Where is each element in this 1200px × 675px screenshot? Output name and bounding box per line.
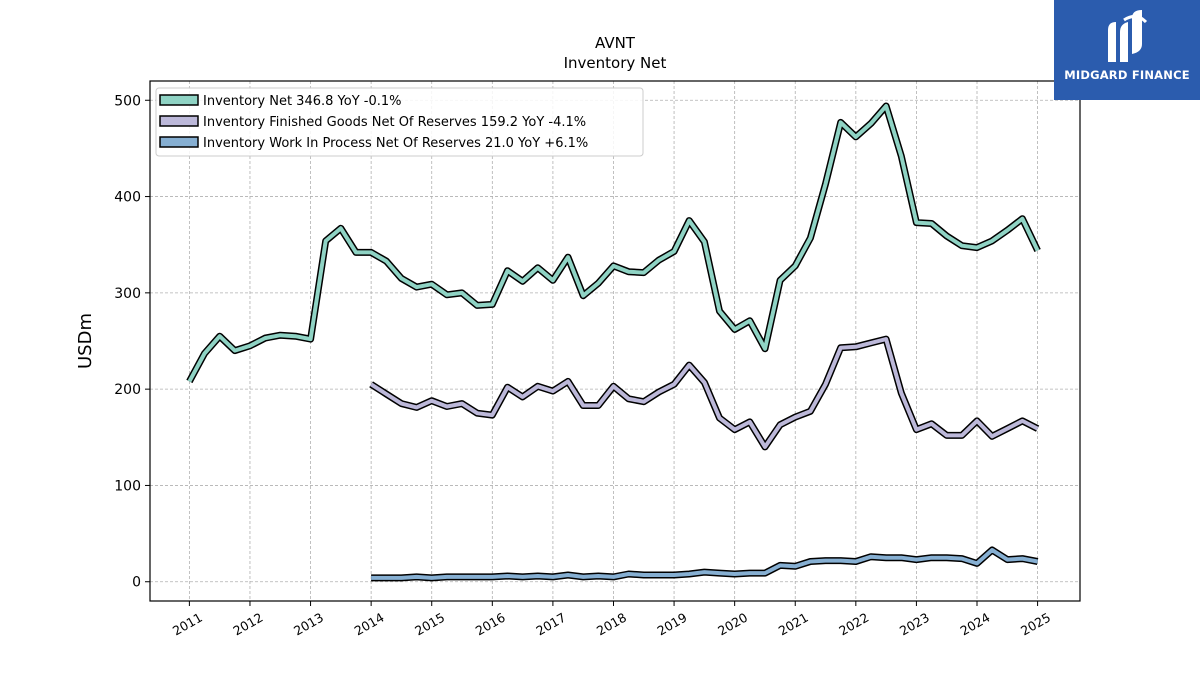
- legend-label-1: Inventory Finished Goods Net Of Reserves…: [203, 115, 586, 130]
- y-axis-label: USDm: [75, 313, 96, 369]
- x-tick-label: 2023: [897, 610, 932, 639]
- y-tick-label: 100: [114, 478, 141, 494]
- series-line-0: [187, 104, 1040, 383]
- y-tick-label: 400: [114, 190, 141, 206]
- x-tick-label: 2013: [291, 610, 326, 639]
- legend-box: [155, 87, 644, 157]
- x-tick-label: 2022: [836, 610, 871, 639]
- brand-name: MIDGARD FINANCE: [1064, 68, 1190, 82]
- plot-frame: [149, 80, 1081, 602]
- chart-title: AVNT: [595, 34, 636, 52]
- y-tick-label: 500: [114, 93, 141, 109]
- legend-swatch-2: [159, 136, 199, 148]
- chart-subtitle: Inventory Net: [564, 54, 667, 72]
- series-line-2: [371, 548, 1038, 580]
- x-tick-label: 2021: [776, 610, 811, 639]
- x-tick-label: 2025: [1018, 610, 1053, 639]
- x-tick-label: 2015: [412, 610, 447, 639]
- legend-label-0: Inventory Net 346.8 YoY -0.1%: [203, 94, 402, 109]
- series-line-1: [370, 337, 1039, 449]
- x-tick-label: 2020: [715, 610, 750, 639]
- y-tick-label: 300: [114, 286, 141, 302]
- x-tick-label: 2016: [473, 610, 508, 639]
- brand-logo: MIDGARD FINANCE: [1054, 0, 1200, 100]
- x-tick-label: 2018: [594, 610, 629, 639]
- x-tick-label: 2012: [230, 610, 265, 639]
- x-tick-label: 2014: [352, 610, 387, 639]
- grid: [150, 81, 1080, 601]
- x-tick-label: 2011: [170, 610, 205, 639]
- x-tick-label: 2017: [533, 610, 568, 639]
- series-lines: [186, 102, 1041, 582]
- legend-swatch-0: [159, 94, 199, 106]
- y-axis: 0 100 200 300 400 500: [114, 93, 150, 591]
- x-tick-label: 2024: [957, 610, 992, 639]
- x-axis: 2011 2012 2013 2014 2015 2016 2017 2018 2019 2020…: [170, 601, 1053, 639]
- x-tick-label: 2019: [655, 610, 690, 639]
- y-tick-label: 200: [114, 382, 141, 398]
- y-tick-label: 0: [132, 575, 141, 591]
- legend-swatch-1: [159, 115, 199, 127]
- legend-label-2: Inventory Work In Process Net Of Reserve…: [203, 136, 588, 151]
- logo-mark-icon: [1108, 10, 1148, 62]
- legend: Inventory Net 346.8 YoY -0.1% Inventory F…: [155, 87, 644, 157]
